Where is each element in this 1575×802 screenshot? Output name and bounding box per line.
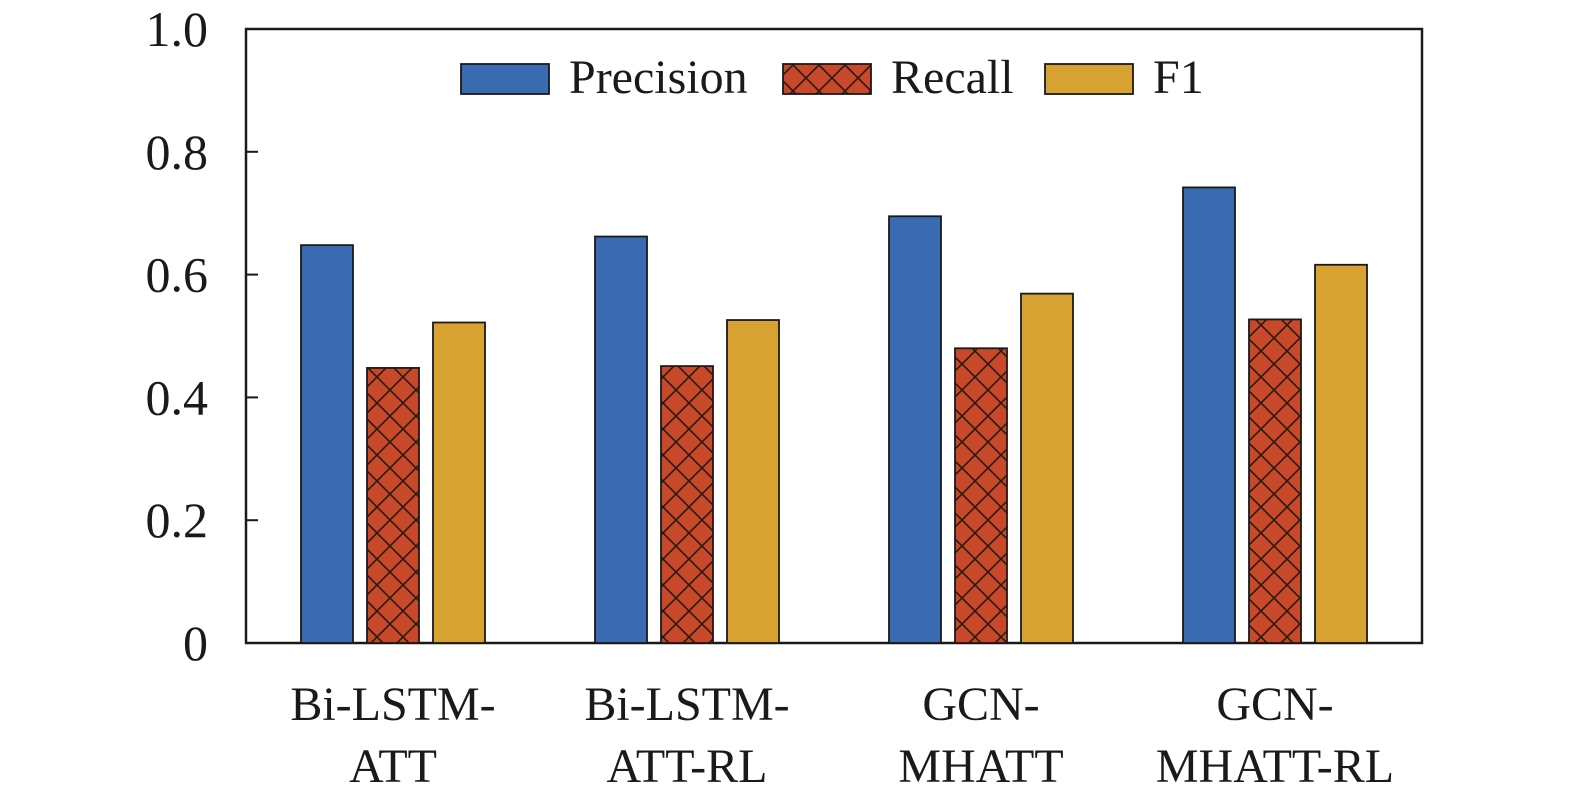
y-tick-label: 0.2 xyxy=(146,492,209,548)
y-tick-label: 0.8 xyxy=(146,124,209,180)
bar-recall-1 xyxy=(366,367,420,644)
bar-recall-2 xyxy=(660,365,714,644)
x-category-label: MHATT xyxy=(898,740,1063,793)
y-tick-label: 0.4 xyxy=(146,369,209,425)
y-tick-label: 1.0 xyxy=(146,1,209,57)
x-category-label: Bi-LSTM- xyxy=(584,678,789,731)
bar-precision-2 xyxy=(594,235,648,644)
bar-precision-4 xyxy=(1182,186,1236,644)
legend-swatch-f1 xyxy=(1044,63,1134,95)
legend: Precision Recall F1 xyxy=(460,51,1204,104)
x-category-label: Bi-LSTM- xyxy=(290,678,495,731)
plot-frame xyxy=(244,27,1424,645)
x-category-label: GCN- xyxy=(1216,678,1333,731)
plot-area: 0 0.2 0.4 0.6 0.8 1.0 Bi-LSTM- ATT Bi-LSTM- ATT-R… xyxy=(146,1,1424,793)
bar-f1-3 xyxy=(1020,292,1074,644)
bar-precision-3 xyxy=(888,215,942,644)
bar-precision-1 xyxy=(300,244,354,644)
bar-f1-1 xyxy=(432,321,486,644)
legend-label-f1: F1 xyxy=(1153,51,1204,104)
bar-f1-4 xyxy=(1314,263,1368,644)
legend-swatch-recall xyxy=(782,63,872,95)
legend-label-recall: Recall xyxy=(891,51,1014,104)
x-category-label: MHATT-RL xyxy=(1156,740,1394,793)
bar-recall-4 xyxy=(1248,318,1302,644)
bar-f1-2 xyxy=(726,319,780,644)
x-category-label: GCN- xyxy=(922,678,1039,731)
bar-recall-3 xyxy=(954,347,1008,644)
y-tick-label: 0.6 xyxy=(146,247,209,303)
legend-label-precision: Precision xyxy=(569,51,748,104)
legend-swatch-precision xyxy=(460,63,550,95)
y-tick-label: 0 xyxy=(183,615,208,671)
x-category-label: ATT-RL xyxy=(607,740,768,793)
x-category-label: ATT xyxy=(349,740,437,793)
